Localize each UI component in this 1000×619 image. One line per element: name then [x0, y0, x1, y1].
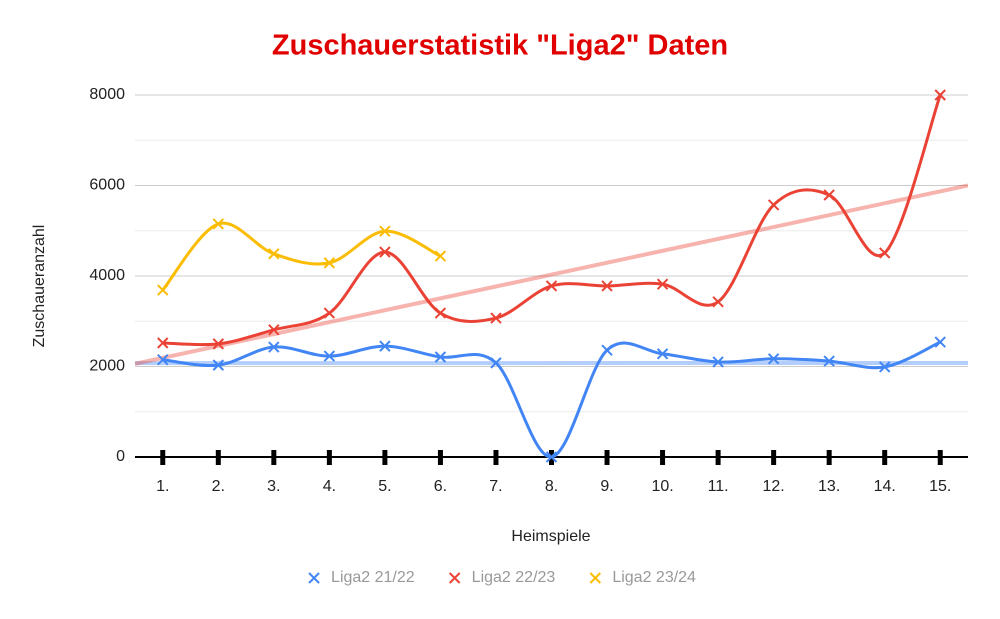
x-tick-label: 5. — [378, 478, 391, 495]
x-tick-label: 15. — [929, 478, 951, 495]
point-marker — [212, 218, 225, 230]
x-tick-label: 8. — [545, 478, 558, 495]
point-marker — [157, 284, 169, 296]
point-marker — [157, 337, 169, 349]
point-marker — [545, 451, 558, 463]
point-marker — [323, 307, 336, 319]
y-axis-title: Zuschaueranzahl — [31, 225, 48, 348]
point-marker — [434, 307, 447, 319]
point-marker — [379, 246, 391, 258]
legend-label: Liga2 23/24 — [612, 569, 696, 586]
point-marker — [268, 248, 280, 260]
point-marker — [545, 280, 558, 292]
point-marker — [601, 280, 613, 292]
series-line — [162, 340, 941, 459]
point-marker — [490, 312, 502, 324]
point-marker — [323, 257, 336, 269]
point-marker — [767, 199, 780, 211]
y-tick-label: 2000 — [89, 358, 125, 375]
legend-marker — [448, 572, 461, 584]
point-marker — [379, 340, 391, 352]
point-marker — [767, 353, 780, 365]
point-marker — [268, 324, 280, 336]
point-marker — [656, 348, 669, 360]
point-marker — [823, 355, 835, 367]
chart-title: Zuschauerstatistik "Liga2" Daten — [272, 30, 728, 62]
x-tick-label: 13. — [818, 478, 840, 495]
point-marker — [379, 225, 391, 237]
point-marker — [157, 354, 169, 366]
x-tick-label: 4. — [323, 478, 336, 495]
x-tick-label: 9. — [600, 478, 613, 495]
point-marker — [212, 359, 225, 371]
y-tick-label: 0 — [116, 448, 125, 465]
point-marker — [323, 350, 336, 362]
trendline — [135, 183, 968, 366]
point-marker — [712, 296, 724, 308]
series-line — [161, 221, 442, 291]
series-line — [162, 94, 942, 347]
point-marker — [268, 341, 280, 353]
point-marker — [934, 336, 946, 348]
y-tick-label: 4000 — [89, 267, 125, 284]
x-tick-label: 11. — [708, 478, 729, 495]
legend: Liga2 21/22 Liga2 22/23 Liga2 23/24 — [308, 569, 696, 586]
x-tick-label: 1. — [156, 478, 169, 495]
point-marker — [434, 351, 447, 363]
x-axis-title: Heimspiele — [511, 528, 590, 545]
x-tick-label: 6. — [434, 478, 447, 495]
x-tick-label: 7. — [489, 478, 502, 495]
y-tick-label: 6000 — [89, 177, 125, 194]
point-marker — [878, 361, 891, 373]
legend-label: Liga2 22/23 — [472, 569, 556, 586]
legend-marker — [308, 572, 320, 584]
point-marker — [434, 250, 447, 262]
legend-label: Liga2 21/22 — [331, 569, 415, 586]
x-tick-label: 12. — [763, 478, 785, 495]
point-marker — [823, 189, 835, 201]
point-marker — [656, 278, 669, 290]
point-marker — [878, 247, 891, 259]
x-tick-label: 3. — [267, 478, 280, 495]
x-tick-label: 2. — [212, 478, 225, 495]
legend-marker — [589, 572, 602, 584]
point-marker — [934, 89, 946, 101]
point-marker — [601, 344, 613, 356]
point-marker — [712, 356, 724, 368]
point-marker — [212, 338, 225, 350]
x-tick-label: 10. — [651, 478, 673, 495]
x-tick-label: 14. — [874, 478, 896, 495]
point-marker — [490, 357, 502, 369]
y-tick-label: 8000 — [89, 86, 125, 103]
